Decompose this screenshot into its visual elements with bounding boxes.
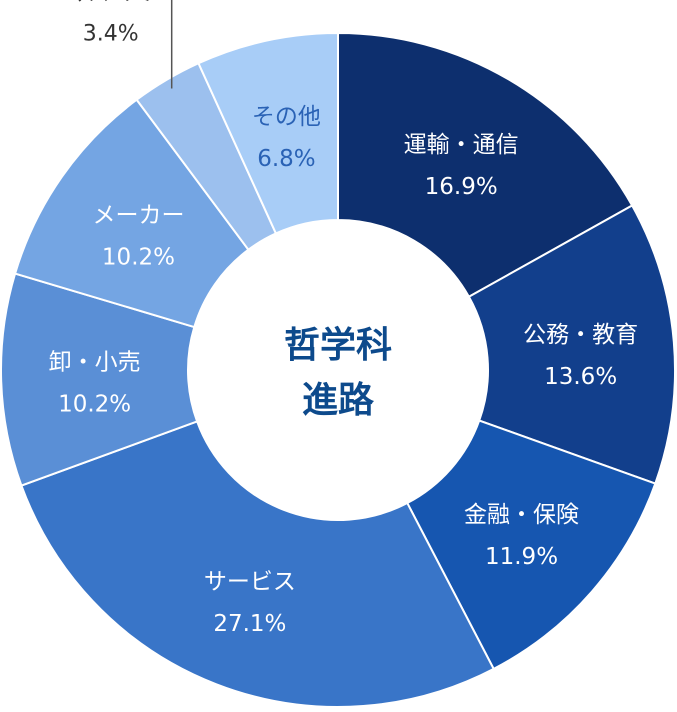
segment-label-value-5: 10.2% [102, 244, 175, 270]
outside-labels: マスコミ 3.4% [66, 0, 173, 89]
segment-label-value-2: 11.9% [485, 544, 558, 570]
segment-label-value-1: 13.6% [544, 364, 617, 390]
leader-line-6 [170, 0, 173, 89]
segment-labels: 運輸・通信 16.9% 公務・教育 13.6% 金融・保険 11.9% サービス 27.1% 卸… [49, 104, 639, 637]
segment-label-name-2: 金融・保険 [464, 502, 579, 528]
segment-1 [467, 204, 676, 485]
segment-label-value-3: 27.1% [213, 611, 286, 637]
segment-label-name-3: サービス [204, 569, 296, 595]
segment-label-name-7: その他 [252, 104, 321, 130]
segment-7 [197, 31, 339, 235]
segment-5 [13, 98, 250, 329]
segment-label-value-4: 10.2% [58, 391, 131, 417]
segment-label-name-6: マスコミ [66, 0, 154, 6]
segment-label-name-0: 運輸・通信 [404, 132, 519, 158]
segment-4 [0, 272, 199, 487]
segment-label-value-7: 6.8% [257, 146, 315, 172]
segment-label-name-4: 卸・小売 [49, 349, 141, 375]
center-title-line-1: 哲学科 [284, 324, 392, 366]
segment-label-value-0: 16.9% [425, 174, 498, 200]
segment-0 [337, 31, 634, 299]
segment-label-value-6: 3.4% [83, 21, 139, 46]
donut-segments [0, 31, 676, 708]
segment-label-name-5: メーカー [92, 202, 184, 228]
segment-label-name-1: 公務・教育 [523, 322, 638, 348]
segment-2 [405, 419, 657, 671]
segment-3 [20, 420, 496, 708]
center-title-line-2: 進路 [302, 380, 375, 421]
